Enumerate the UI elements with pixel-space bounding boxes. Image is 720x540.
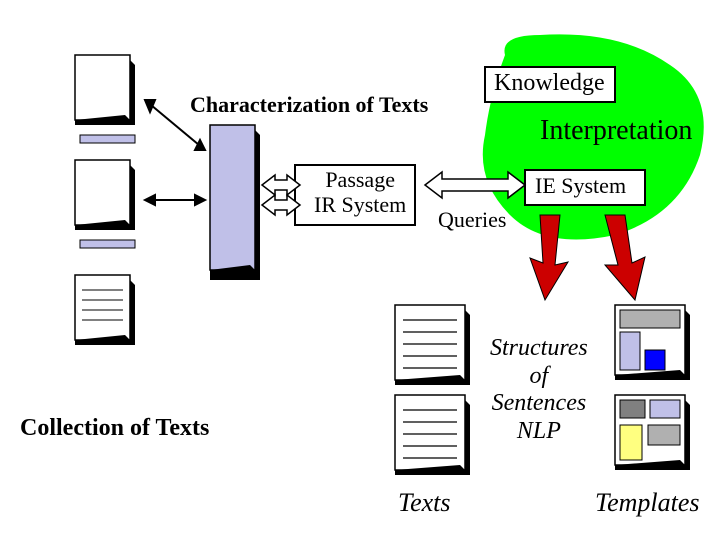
highlight-bar-2	[80, 240, 135, 248]
label-interpretation: Interpretation	[540, 115, 692, 147]
text-doc-1	[395, 305, 470, 385]
text-doc-2	[395, 395, 470, 475]
diagram-canvas	[0, 0, 720, 540]
central-text-block	[210, 125, 260, 280]
label-knowledge: Knowledge	[494, 70, 605, 97]
label-structures: Structures of Sentences NLP	[490, 335, 588, 445]
red-arrow-right	[605, 215, 645, 300]
template-1	[615, 305, 690, 380]
label-collection: Collection of Texts	[20, 415, 209, 442]
doc-lower-1	[75, 275, 135, 345]
doc-top-2	[75, 160, 135, 230]
doc-top-1	[75, 55, 135, 125]
label-ie-system: IE System	[535, 173, 626, 199]
template-2	[615, 395, 690, 470]
label-queries: Queries	[438, 207, 506, 233]
arrow-passage-ie	[425, 172, 525, 198]
label-characterization: Characterization of Texts	[190, 92, 428, 118]
label-passage-ir: Passage IR System	[314, 167, 406, 218]
highlight-bar-1	[80, 135, 135, 143]
label-texts: Texts	[398, 488, 451, 518]
label-templates: Templates	[595, 488, 700, 518]
arrow-doc2-center	[145, 195, 205, 205]
